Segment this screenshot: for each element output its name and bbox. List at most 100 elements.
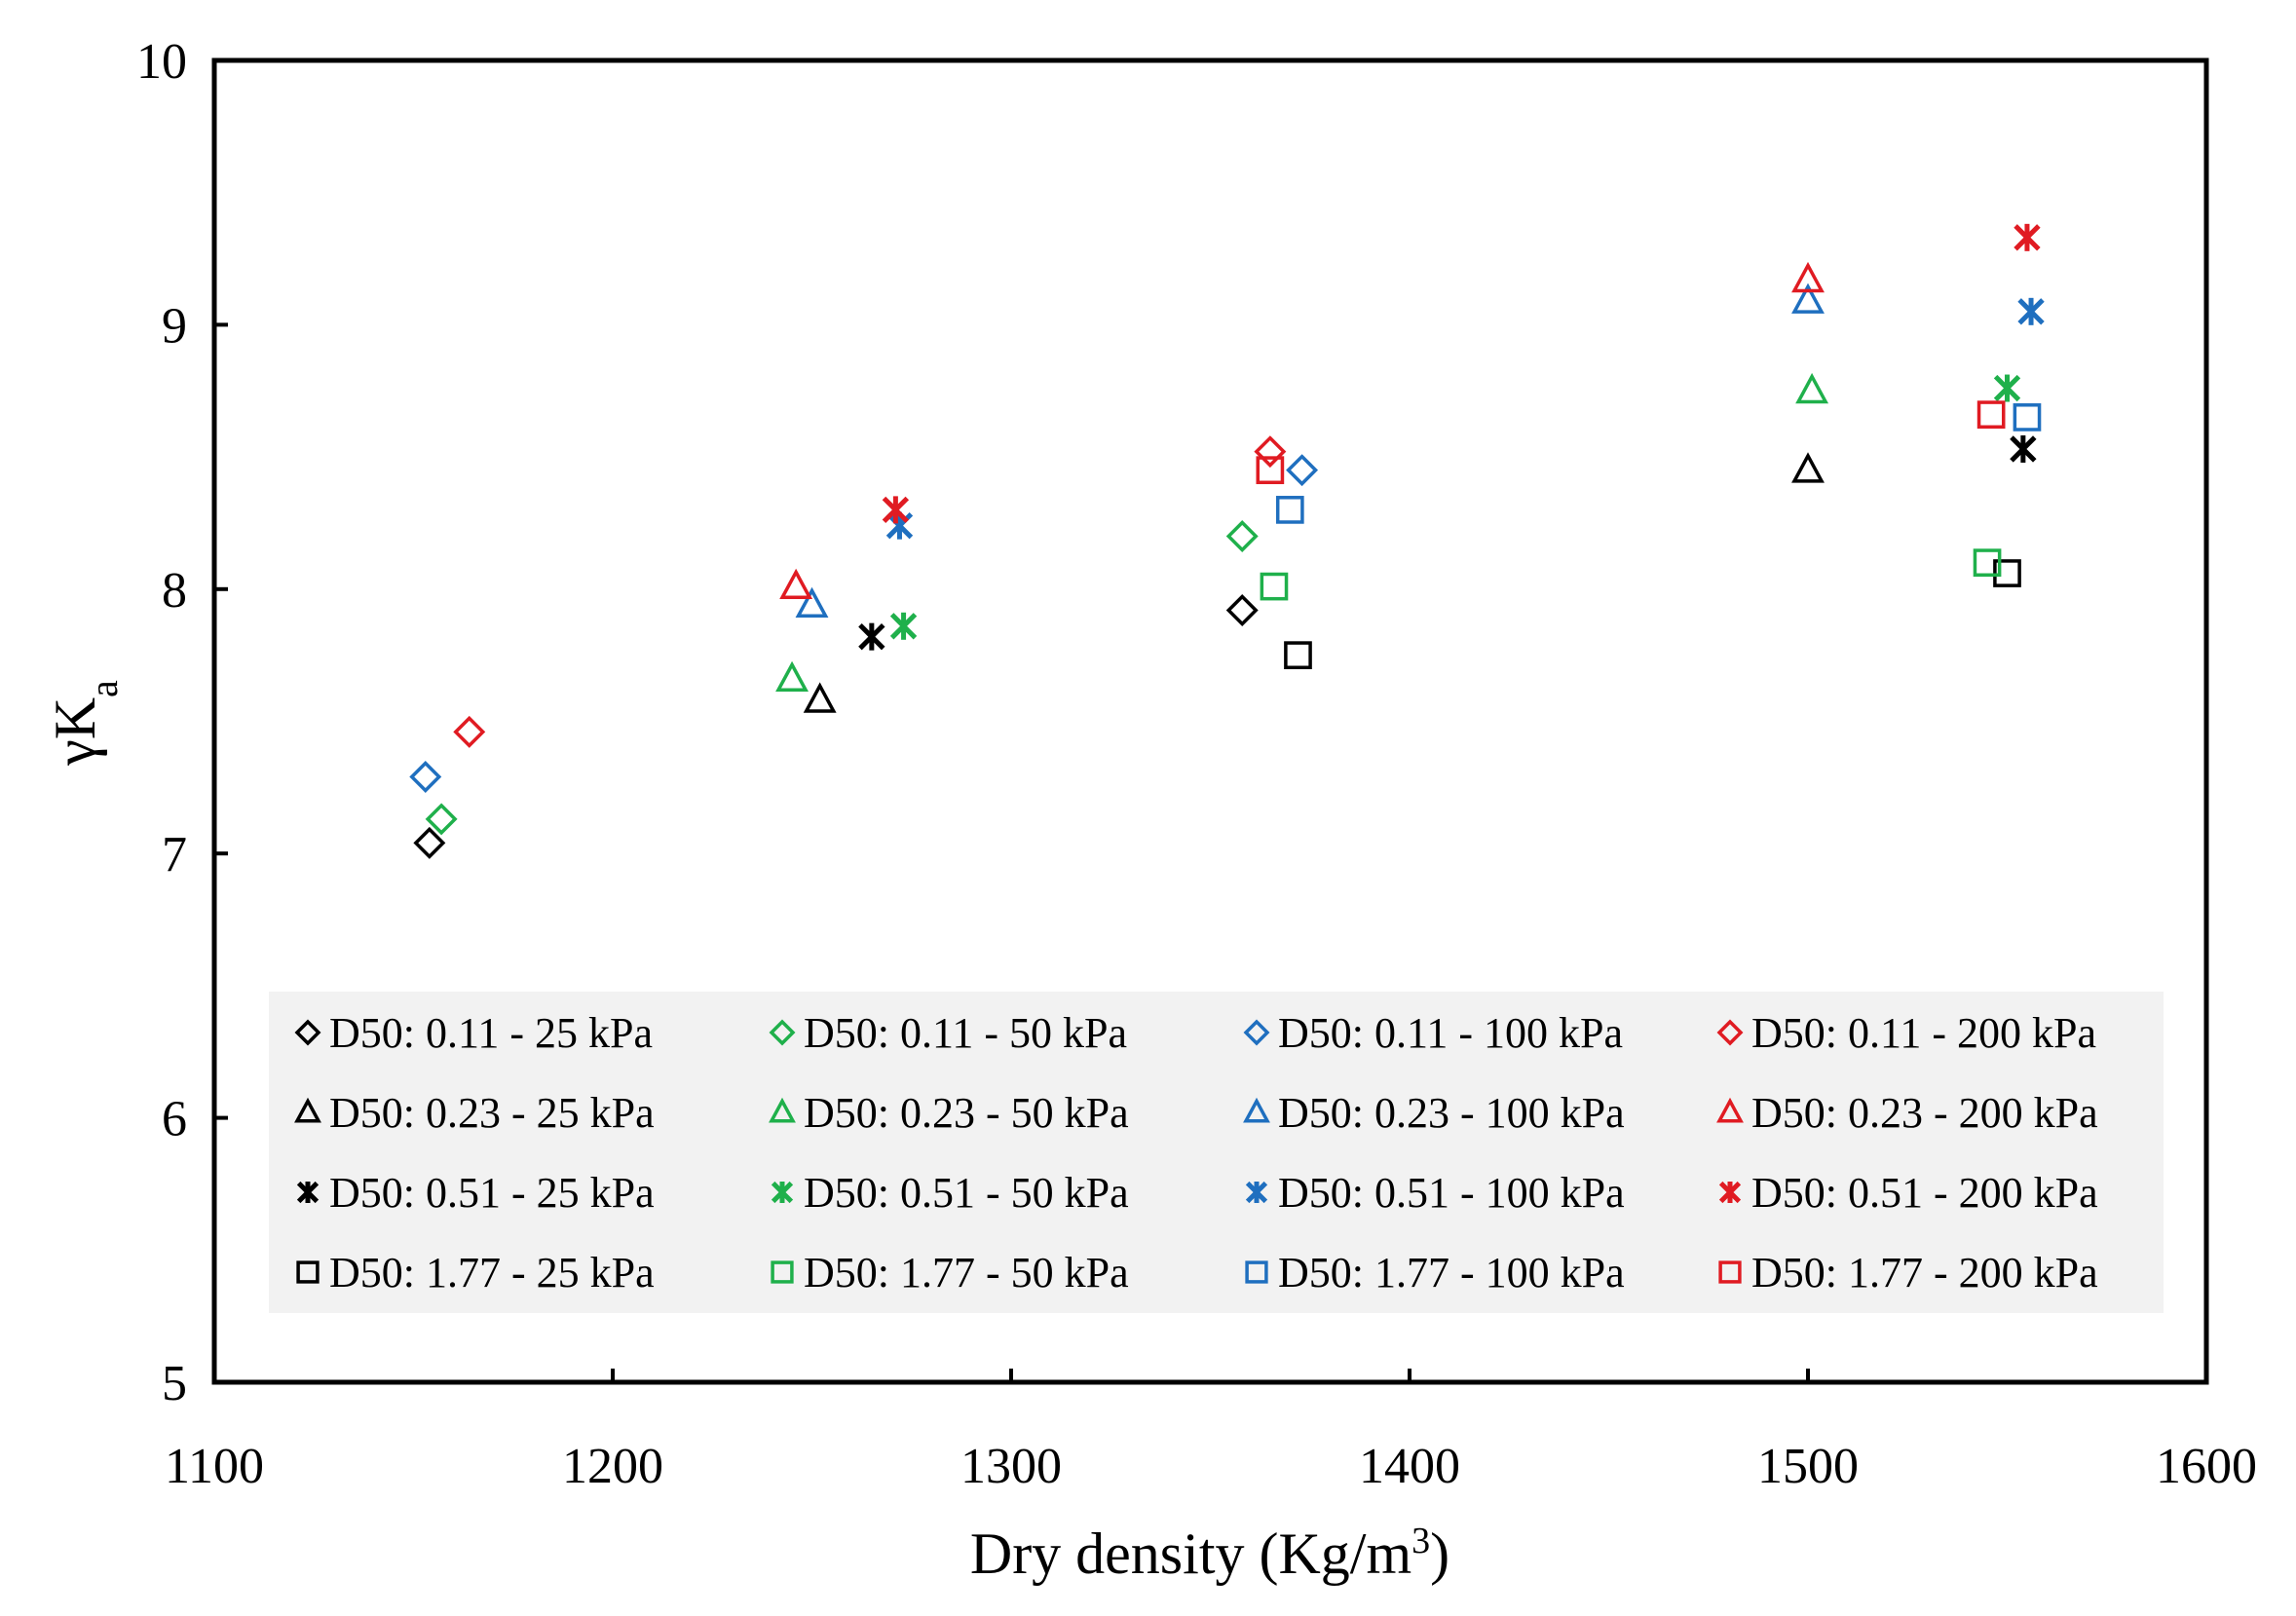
data-point-s3-p0 [453, 715, 486, 748]
legend-label-12: D50: 1.77 - 25 kPa [329, 1249, 655, 1297]
legend-label-10: D50: 0.51 - 100 kPa [1278, 1169, 1625, 1217]
data-point-s0-p1 [1225, 594, 1259, 626]
data-point-s7-p0 [779, 568, 813, 600]
data-point-s12-p0 [1284, 641, 1312, 669]
y-tick-label-1: 6 [162, 1092, 187, 1147]
legend-item-2: D50: 0.11 - 100 kPa [1243, 1009, 1623, 1057]
legend-item-7: D50: 0.23 - 200 kPa [1716, 1089, 2098, 1137]
legend-marker-6 [1243, 1097, 1270, 1123]
legend-item-6: D50: 0.23 - 100 kPa [1243, 1089, 1625, 1137]
x-axis-title-end: ) [1430, 1522, 1449, 1586]
x-tick-label-2: 1300 [960, 1439, 1062, 1494]
data-point-s5-p0 [775, 660, 809, 693]
legend-item-9: D50: 0.51 - 50 kPa [771, 1169, 1129, 1217]
data-point-s0-p0 [413, 826, 446, 859]
data-point-s1-p0 [425, 803, 458, 836]
x-tick-label-4: 1500 [1757, 1439, 1859, 1494]
axis-ticks: 1100 1200 1300 1400 1500 1600 5 6 7 8 9 10 [136, 34, 2257, 1494]
data-point-s6-p1 [1791, 282, 1825, 314]
legend-label-9: D50: 0.51 - 50 kPa [804, 1169, 1129, 1217]
data-point-s11-p0 [882, 496, 910, 524]
y-axis-title-main: γK [43, 697, 107, 767]
legend-marker-7 [1716, 1097, 1744, 1123]
legend-marker-2 [1243, 1019, 1270, 1046]
legend-item-15: D50: 1.77 - 200 kPa [1718, 1249, 2098, 1297]
y-tick-label-5: 10 [136, 34, 187, 90]
data-point-s6-p0 [795, 586, 829, 619]
data-point-s13-p0 [1260, 572, 1289, 601]
data-point-s2-p0 [409, 761, 442, 793]
legend-item-1: D50: 0.11 - 50 kPa [769, 1009, 1127, 1057]
data-point-s13-p1 [1973, 548, 2002, 578]
data-point-s15-p1 [1976, 400, 2006, 430]
y-axis-title-sub: a [82, 680, 126, 697]
legend-label-14: D50: 1.77 - 100 kPa [1278, 1249, 1625, 1297]
legend-item-3: D50: 0.11 - 200 kPa [1716, 1009, 2096, 1057]
legend: D50: 0.11 - 25 kPa D50: 0.11 - 50 kPa D50:… [294, 1009, 2098, 1297]
legend-marker-13 [771, 1260, 794, 1284]
data-point-s4-p1 [1791, 452, 1825, 483]
legend-marker-5 [769, 1097, 796, 1123]
x-tick-label-5: 1600 [2156, 1439, 2257, 1494]
legend-box [269, 992, 2164, 1313]
legend-marker-15 [1718, 1260, 1742, 1284]
legend-label-6: D50: 0.23 - 100 kPa [1278, 1089, 1625, 1137]
data-point-s7-p1 [1791, 261, 1825, 293]
legend-item-8: D50: 0.51 - 25 kPa [296, 1169, 655, 1217]
y-tick-label-0: 5 [162, 1356, 187, 1411]
legend-label-13: D50: 1.77 - 50 kPa [804, 1249, 1129, 1297]
legend-label-8: D50: 0.51 - 25 kPa [329, 1169, 655, 1217]
legend-label-7: D50: 0.23 - 200 kPa [1751, 1089, 2098, 1137]
data-point-s2-p1 [1286, 454, 1319, 487]
data-point-s1-p1 [1225, 520, 1259, 552]
x-axis-title-sup: 3 [1411, 1521, 1430, 1561]
legend-marker-0 [294, 1019, 321, 1046]
legend-marker-8 [296, 1181, 320, 1204]
legend-item-12: D50: 1.77 - 25 kPa [296, 1249, 655, 1297]
legend-label-15: D50: 1.77 - 200 kPa [1751, 1249, 2098, 1297]
legend-marker-3 [1716, 1019, 1744, 1046]
data-point-s8-p1 [2010, 434, 2037, 463]
legend-item-13: D50: 1.77 - 50 kPa [771, 1249, 1129, 1297]
plot-frame [211, 57, 2209, 1385]
y-tick-label-4: 9 [162, 298, 187, 354]
legend-marker-14 [1245, 1260, 1268, 1284]
legend-item-4: D50: 0.23 - 25 kPa [294, 1089, 655, 1137]
legend-marker-9 [771, 1181, 794, 1204]
x-tick-label-3: 1400 [1359, 1439, 1460, 1494]
legend-label-3: D50: 0.11 - 200 kPa [1751, 1009, 2096, 1057]
legend-label-2: D50: 0.11 - 100 kPa [1278, 1009, 1623, 1057]
legend-item-11: D50: 0.51 - 200 kPa [1718, 1169, 2098, 1217]
data-point-s4-p0 [803, 682, 837, 713]
x-tick-label-1: 1200 [562, 1439, 663, 1494]
x-tick-label-0: 1100 [165, 1439, 264, 1494]
x-axis-title-main: Dry density (Kg/m [970, 1522, 1411, 1586]
data-point-s9-p0 [889, 612, 918, 640]
y-tick-label-2: 7 [162, 827, 187, 883]
legend-label-0: D50: 0.11 - 25 kPa [329, 1009, 653, 1057]
data-point-s9-p1 [1993, 374, 2021, 402]
y-axis-title: γKa [43, 680, 126, 767]
y-tick-label-3: 8 [162, 563, 187, 619]
legend-item-5: D50: 0.23 - 50 kPa [769, 1089, 1129, 1137]
legend-marker-10 [1245, 1181, 1268, 1204]
data-point-s3-p1 [1254, 435, 1287, 469]
data-point-s14-p1 [2013, 403, 2042, 432]
data-point-s15-p0 [1256, 456, 1285, 485]
data-point-s5-p1 [1795, 372, 1829, 404]
legend-item-14: D50: 1.77 - 100 kPa [1245, 1249, 1625, 1297]
legend-item-10: D50: 0.51 - 100 kPa [1245, 1169, 1625, 1217]
data-point-s11-p1 [2014, 223, 2041, 251]
legend-marker-11 [1718, 1181, 1742, 1204]
data-point-s8-p0 [858, 622, 885, 651]
legend-item-0: D50: 0.11 - 25 kPa [294, 1009, 653, 1057]
legend-marker-4 [294, 1097, 321, 1123]
data-points [409, 223, 2045, 859]
legend-label-4: D50: 0.23 - 25 kPa [329, 1089, 655, 1137]
legend-marker-1 [769, 1019, 796, 1046]
legend-label-5: D50: 0.23 - 50 kPa [804, 1089, 1129, 1137]
legend-label-1: D50: 0.11 - 50 kPa [804, 1009, 1127, 1057]
legend-marker-12 [296, 1260, 320, 1284]
x-axis-title: Dry density (Kg/m3) [970, 1521, 1449, 1586]
